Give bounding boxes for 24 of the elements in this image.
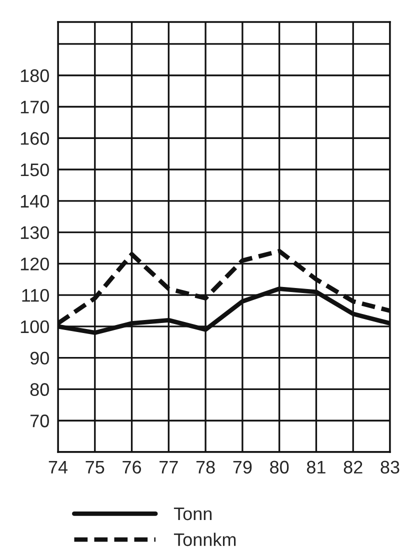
y-tick-label: 100 [20,320,49,334]
x-tick-label: 79 [233,460,252,474]
y-tick-label: 110 [22,289,49,302]
y-tick-label: 90 [30,352,49,365]
legend-label: Tonn [174,508,212,520]
x-tick-label: 78 [196,460,215,474]
x-tick-label: 76 [122,460,142,474]
y-tick-label: 130 [20,226,49,240]
y-tick-label: 150 [20,163,49,176]
x-tick-label: 75 [86,460,104,474]
legend-label: Tonnkm [174,532,236,546]
y-tick-label: 170 [20,100,49,114]
y-tick-label: 140 [20,194,49,208]
x-tick-label: 77 [160,460,178,474]
y-tick-label: 180 [20,69,49,82]
x-tick-label: 74 [48,460,68,474]
y-tick-label: 70 [30,414,49,428]
x-tick-label: 83 [380,460,400,474]
y-tick-label: 120 [20,258,49,270]
x-tick-label: 82 [344,460,362,474]
x-tick-label: 81 [306,460,326,474]
y-tick-label: 160 [20,132,49,145]
y-tick-label: 80 [30,383,49,396]
x-tick-label: 80 [270,460,289,474]
